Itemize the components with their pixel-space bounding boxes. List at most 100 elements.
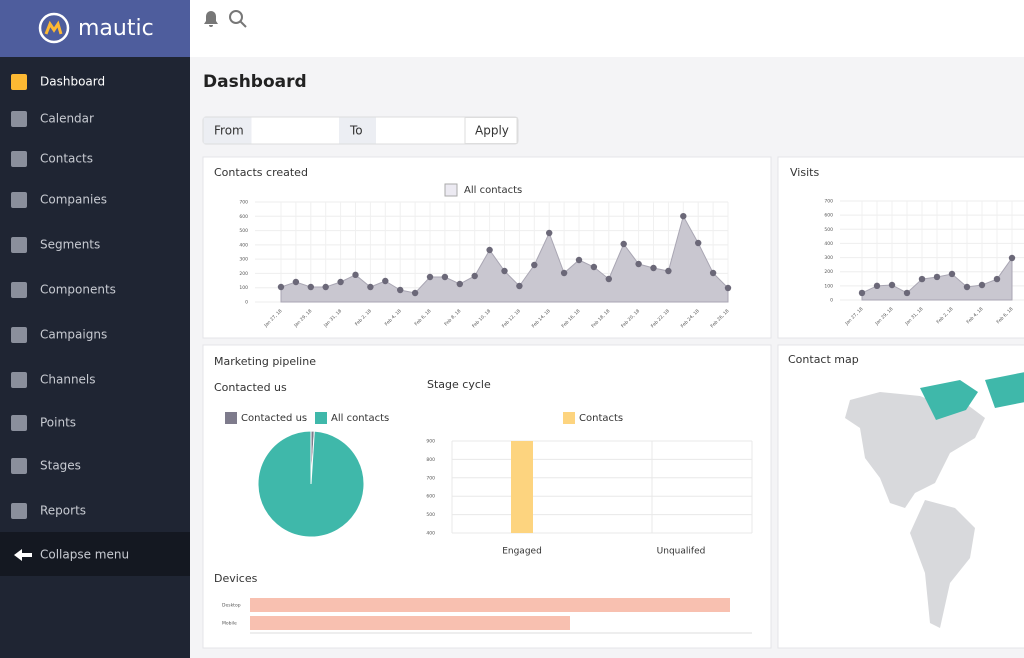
from-label: From (214, 124, 244, 138)
chart-title: Contacted us (214, 381, 287, 394)
x-tick-label: Engaged (502, 547, 542, 557)
point (993, 275, 1001, 283)
y-tick-label: 600 (824, 213, 833, 219)
from-addon (203, 117, 252, 144)
point (337, 278, 344, 286)
point (307, 283, 314, 291)
y-tick-label: Desktop (222, 603, 241, 609)
area (280, 214, 729, 303)
panel (777, 156, 1024, 339)
menu-item[interactable]: Points (40, 416, 76, 430)
legend-swatch (225, 412, 237, 424)
point (680, 212, 687, 220)
menu-item[interactable]: Campaigns (40, 328, 107, 342)
y-tick-label: Mobile (222, 621, 237, 627)
point (516, 282, 523, 290)
point (590, 263, 598, 271)
point (560, 269, 568, 277)
bell-icon[interactable] (204, 11, 218, 27)
point (948, 270, 956, 278)
menu-icon (11, 415, 27, 431)
menu-item[interactable]: Reports (40, 504, 86, 518)
legend-label: Contacted us (241, 413, 307, 424)
point (501, 267, 508, 275)
menu-item[interactable]: Components (40, 283, 116, 297)
point (620, 240, 627, 248)
south-america (910, 500, 975, 628)
greenland (920, 380, 978, 420)
point (858, 289, 866, 297)
point (367, 283, 374, 291)
search-icon-handle (239, 20, 247, 28)
y-tick-label: 200 (824, 269, 833, 275)
page-title: Dashboard (203, 72, 307, 92)
menu-icon (11, 282, 27, 298)
bar (250, 598, 730, 612)
menu-icon (11, 74, 27, 90)
menu-item[interactable]: Calendar (40, 112, 94, 126)
menu-item[interactable]: Dashboard (40, 75, 105, 89)
y-tick-label: 100 (239, 285, 248, 291)
point (411, 289, 419, 297)
menu-item[interactable]: Contacts (40, 152, 93, 166)
point (322, 283, 329, 291)
legend-label: All contacts (464, 185, 522, 196)
menu-item[interactable]: Segments (40, 238, 100, 252)
menu-icon (11, 237, 27, 253)
apply-button[interactable] (464, 117, 518, 144)
menu-item[interactable]: Companies (40, 193, 107, 207)
point (605, 275, 612, 283)
point (441, 273, 449, 281)
point (963, 283, 971, 291)
menu-icon (11, 151, 27, 167)
point (352, 271, 359, 279)
y-tick-label: 800 (426, 457, 435, 463)
menu-item[interactable]: Channels (40, 373, 96, 387)
y-tick-label: 100 (824, 283, 833, 289)
point (918, 275, 926, 283)
point (903, 289, 911, 297)
y-tick-label: 700 (426, 475, 435, 481)
point (456, 280, 463, 288)
chart-title: Visits (790, 166, 819, 179)
point (695, 239, 702, 247)
y-tick-label: 200 (239, 271, 248, 277)
y-tick-label: 0 (830, 298, 833, 304)
x-tick-label: Unqualifed (657, 547, 706, 557)
legend-label: Contacts (579, 413, 623, 424)
bar (250, 616, 570, 630)
collapse-icon (14, 549, 32, 561)
y-tick-label: 300 (239, 257, 248, 263)
search-icon[interactable] (229, 10, 243, 24)
y-tick-label: 500 (824, 227, 833, 233)
russia (985, 372, 1024, 408)
point (426, 273, 434, 281)
point (382, 277, 389, 285)
point (531, 261, 538, 269)
y-tick-label: 0 (245, 300, 248, 306)
panel-title: Contact map (788, 353, 859, 366)
point (546, 229, 553, 237)
y-tick-label: 400 (239, 242, 248, 248)
world-map (845, 372, 1024, 628)
point (709, 269, 717, 277)
y-tick-label: 500 (239, 228, 248, 234)
y-tick-label: 400 (824, 241, 833, 247)
menu-icon (11, 372, 27, 388)
menu-icon (11, 111, 27, 127)
pie-slice (257, 430, 365, 538)
panel-title: Marketing pipeline (214, 355, 316, 368)
to-label: To (349, 124, 363, 138)
point (1008, 254, 1016, 262)
apply-label[interactable]: Apply (475, 124, 509, 138)
y-tick-label: 600 (426, 494, 435, 500)
point (888, 281, 896, 289)
point (724, 284, 732, 292)
y-tick-label: 500 (426, 512, 435, 518)
menu-item[interactable]: Stages (40, 459, 81, 473)
point (665, 267, 672, 275)
menu-icon (11, 503, 27, 519)
collapse-menu[interactable]: Collapse menu (40, 548, 129, 562)
legend-swatch (444, 183, 458, 197)
